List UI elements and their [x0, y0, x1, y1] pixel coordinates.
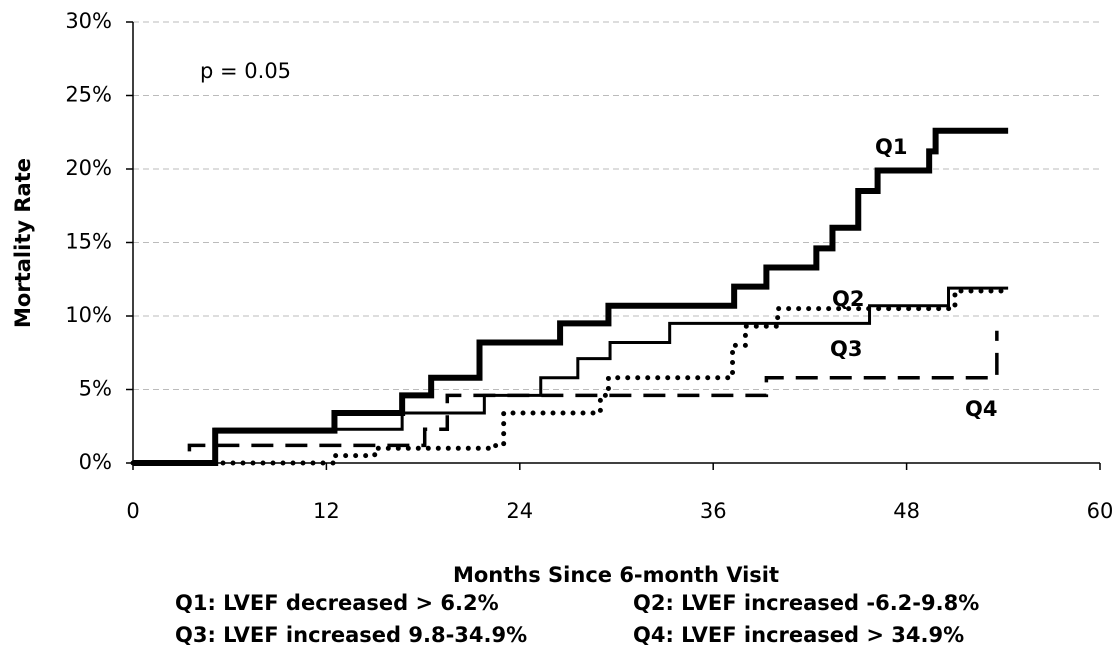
y-axis-title: Mortality Rate [11, 158, 35, 328]
x-tick-label: 60 [1087, 499, 1114, 523]
y-tick-label: 25% [65, 83, 112, 107]
series-label: Q1 [875, 135, 907, 159]
y-tick-label: 20% [65, 156, 112, 180]
x-axis-title: Months Since 6-month Visit [453, 563, 779, 587]
y-tick-label: 0% [79, 450, 112, 474]
series-label: Q3 [830, 337, 862, 361]
legend-note: Q1: LVEF decreased > 6.2% [175, 591, 499, 615]
y-tick-label: 15% [65, 230, 112, 254]
series-label: Q2 [832, 287, 864, 311]
y-tick-label: 10% [65, 303, 112, 327]
step-line [133, 127, 1009, 466]
legend-note: Q4: LVEF increased > 34.9% [633, 623, 964, 647]
legend-note: Q2: LVEF increased -6.2-9.8% [633, 591, 979, 615]
y-tick-label: 30% [65, 9, 112, 33]
annotation: p = 0.05 [200, 59, 291, 83]
step-line [133, 286, 1009, 465]
step-line [133, 330, 999, 465]
legend-note: Q3: LVEF increased 9.8-34.9% [175, 623, 527, 647]
x-tick-label: 0 [126, 499, 139, 523]
x-tick-label: 24 [506, 499, 533, 523]
x-tick-label: 48 [893, 499, 920, 523]
x-tick-label: 36 [700, 499, 727, 523]
y-tick-label: 5% [79, 377, 112, 401]
series-label: Q4 [965, 397, 997, 421]
step-line [130, 288, 1011, 466]
x-tick-label: 12 [313, 499, 340, 523]
